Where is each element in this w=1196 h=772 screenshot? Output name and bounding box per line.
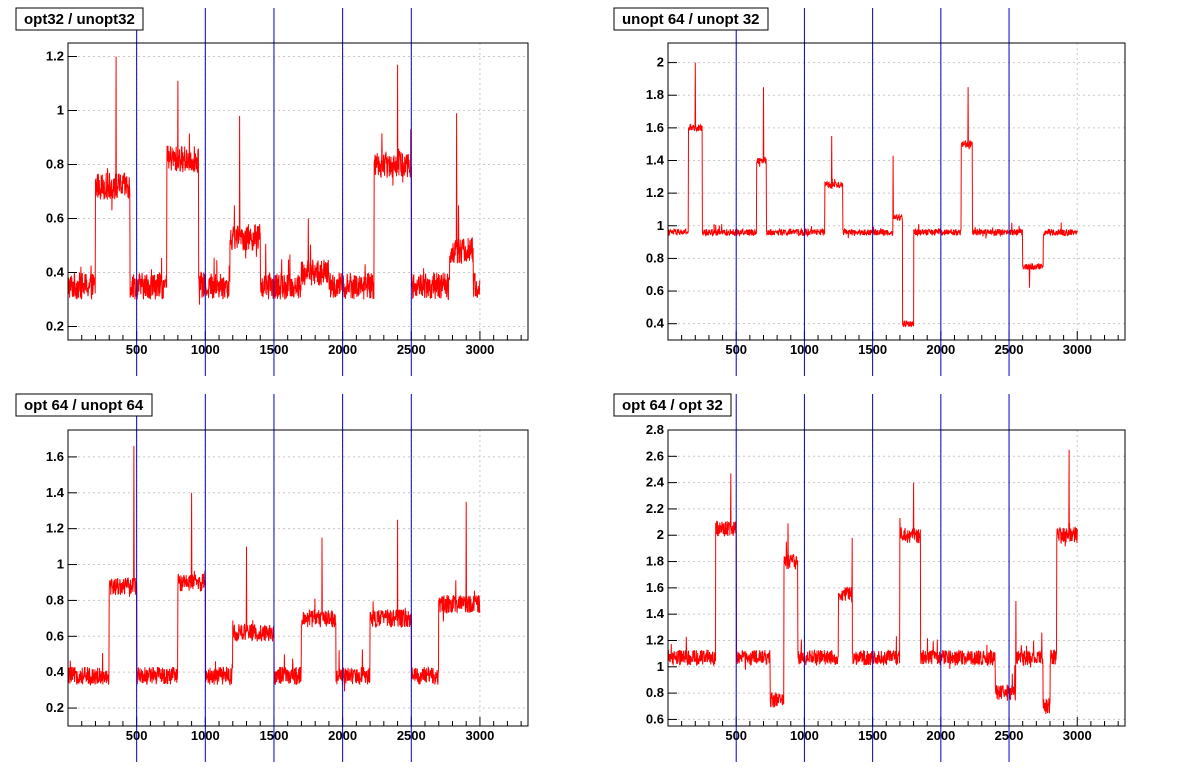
x-tick-label: 500 [725, 342, 747, 357]
x-tick-label: 1000 [191, 728, 220, 743]
y-tick-label: 2 [657, 55, 664, 70]
y-tick-label: 0.6 [46, 211, 64, 226]
y-tick-label: 0.4 [646, 316, 665, 331]
x-tick-label: 3000 [1063, 342, 1092, 357]
plot-frame [667, 42, 1126, 341]
y-tick-label: 2 [657, 527, 664, 542]
x-tick-label: 2500 [995, 728, 1024, 743]
y-tick-label: 1.2 [646, 632, 664, 647]
y-tick-label: 1 [657, 218, 664, 233]
x-tick-label: 1500 [858, 342, 887, 357]
y-tick-label: 1.8 [646, 554, 664, 569]
x-tick-label: 500 [126, 728, 148, 743]
y-tick-label: 2.4 [646, 475, 665, 490]
y-tick-label: 0.8 [646, 685, 664, 700]
x-tick-label: 500 [126, 342, 148, 357]
y-tick-label: 1.6 [646, 580, 664, 595]
y-tick-label: 0.4 [46, 664, 65, 679]
chart-title-text: unopt 64 / unopt 32 [622, 11, 760, 28]
y-tick-label: 1.6 [46, 449, 64, 464]
y-tick-label: 2.6 [646, 448, 664, 463]
chart-title: opt32 / unopt32 [15, 7, 144, 31]
chart-title: unopt 64 / unopt 32 [613, 7, 769, 31]
y-tick-label: 1 [57, 557, 64, 572]
x-tick-label: 2000 [328, 342, 357, 357]
plot-frame [67, 42, 529, 341]
x-tick-label: 3000 [1063, 728, 1092, 743]
y-tick-label: 1.6 [646, 120, 664, 135]
y-tick-label: 0.2 [46, 319, 64, 334]
y-tick-label: 0.8 [46, 157, 64, 172]
chart-title: opt 64 / unopt 64 [15, 393, 153, 417]
x-tick-label: 2500 [397, 342, 426, 357]
y-tick-label: 1.2 [46, 49, 64, 64]
chart-panel-4: 500 1000 1500 2000 2500 3000 0.6 0.8 1 1.2 1.4 1.6 1… [613, 393, 1126, 762]
plot-frame [667, 429, 1126, 727]
chart-title: opt 64 / opt 32 [613, 393, 732, 417]
chart-panel-1: 500 1000 1500 2000 2500 3000 0.2 0.4 0.6 0.8 1 1.2 o… [15, 7, 529, 376]
x-tick-label: 1500 [260, 342, 289, 357]
x-tick-label: 500 [725, 728, 747, 743]
y-tick-label: 0.2 [46, 700, 64, 715]
y-tick-label: 1.4 [46, 485, 65, 500]
y-tick-label: 0.8 [646, 250, 664, 265]
x-tick-label: 3000 [465, 342, 494, 357]
y-tick-label: 1.4 [646, 606, 665, 621]
y-tick-label: 0.4 [46, 265, 65, 280]
x-tick-label: 3000 [465, 728, 494, 743]
y-tick-label: 0.6 [646, 283, 664, 298]
chart-title-text: opt 64 / opt 32 [622, 397, 723, 414]
y-tick-label: 1 [657, 659, 664, 674]
x-tick-label: 2000 [926, 728, 955, 743]
x-tick-label: 1000 [790, 728, 819, 743]
x-tick-label: 2000 [926, 342, 955, 357]
plot-frame [67, 429, 529, 727]
y-tick-label: 2.8 [646, 422, 664, 437]
x-tick-label: 1500 [858, 728, 887, 743]
y-tick-label: 1.2 [46, 521, 64, 536]
chart-panel-3: 500 1000 1500 2000 2500 3000 0.2 0.4 0.6 0.8 1 1.2 1… [15, 393, 529, 762]
y-tick-label: 1.4 [646, 152, 665, 167]
chart-title-text: opt32 / unopt32 [24, 11, 135, 28]
y-tick-label: 1.8 [646, 87, 664, 102]
x-tick-label: 1000 [191, 342, 220, 357]
y-tick-label: 1.2 [646, 185, 664, 200]
y-tick-label: 0.8 [46, 592, 64, 607]
y-tick-label: 0.6 [46, 628, 64, 643]
y-tick-label: 1 [57, 103, 64, 118]
x-tick-label: 1000 [790, 342, 819, 357]
chart-title-text: opt 64 / unopt 64 [24, 397, 144, 414]
y-tick-label: 2.2 [646, 501, 664, 516]
x-tick-label: 2500 [397, 728, 426, 743]
chart-panel-2: 500 1000 1500 2000 2500 3000 0.4 0.6 0.8 1 1.2 1.4 1… [613, 7, 1126, 376]
x-tick-label: 2000 [328, 728, 357, 743]
y-tick-label: 0.6 [646, 711, 664, 726]
x-tick-label: 1500 [260, 728, 289, 743]
x-tick-label: 2500 [995, 342, 1024, 357]
